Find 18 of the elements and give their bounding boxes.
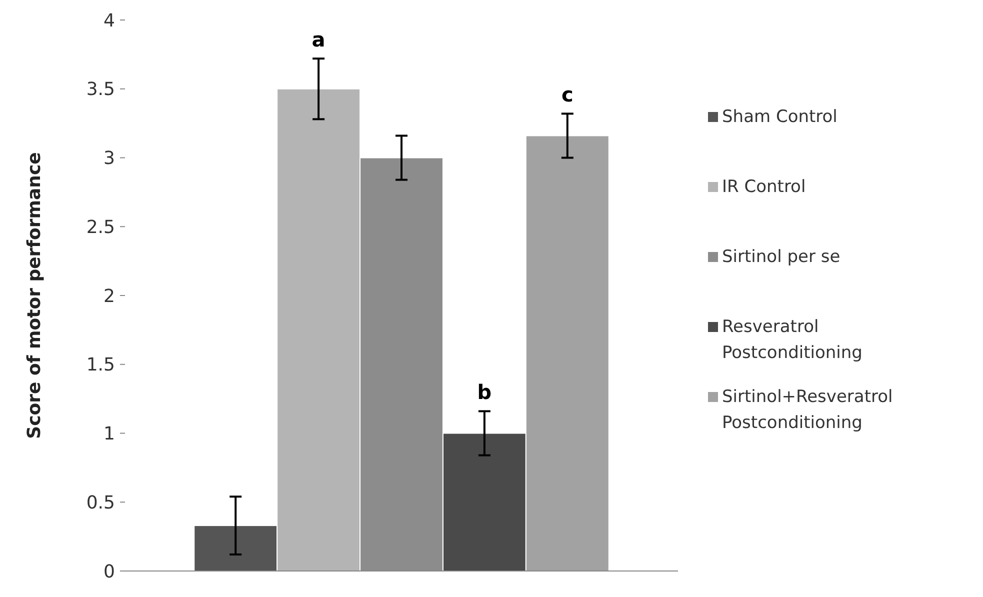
legend-label: IR Control bbox=[722, 177, 806, 197]
data-label: b bbox=[477, 380, 492, 404]
y-tick-label: 0.5 bbox=[86, 492, 115, 514]
y-tick-label: 3.5 bbox=[86, 79, 115, 100]
y-tick-label: 2 bbox=[104, 286, 115, 307]
y-tick-label: 3 bbox=[104, 148, 115, 170]
y-tick-label: 1.5 bbox=[86, 354, 115, 376]
legend-label: Sham Control bbox=[722, 107, 838, 127]
data-label: a bbox=[312, 28, 326, 52]
data-label: c bbox=[561, 82, 574, 107]
y-tick-label: 0 bbox=[104, 561, 115, 582]
legend-label: Sirtinol per se bbox=[722, 247, 840, 267]
y-tick-label: 1 bbox=[104, 424, 115, 445]
legend-label: Resveratrol Postconditioning bbox=[722, 317, 862, 363]
legend-label: Sirtinol+Resveratrol Postconditioning bbox=[722, 387, 893, 433]
y-tick-label: 2.5 bbox=[86, 216, 115, 238]
y-tick-label: 4 bbox=[104, 10, 115, 32]
y-axis-title: Score of motor performance bbox=[24, 152, 45, 439]
